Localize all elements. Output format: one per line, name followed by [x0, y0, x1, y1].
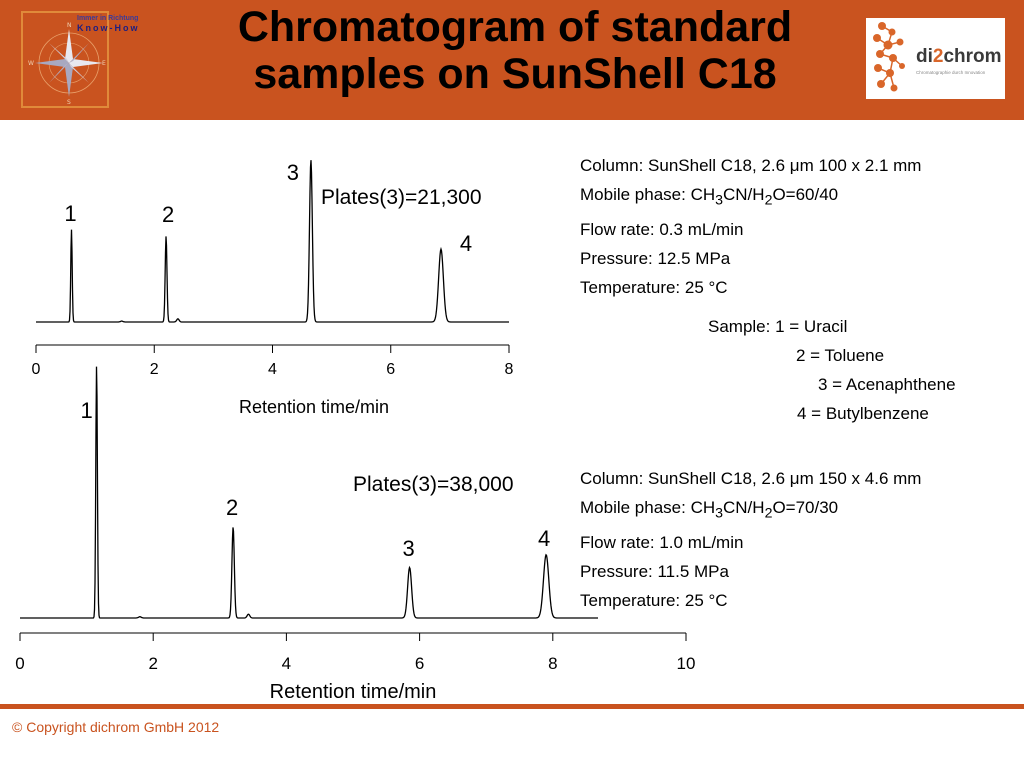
header-bar: N S W E Immer in Richtung Know-How Chrom… [0, 0, 1024, 120]
page-title: Chromatogram of standard samples on SunS… [170, 4, 860, 98]
flow-rate-2: Flow rate: 1.0 mL/min [580, 533, 744, 553]
svg-text:N: N [67, 22, 72, 29]
svg-text:S: S [67, 99, 71, 106]
plates-label-2: Plates(3)=38,000 [353, 473, 514, 496]
x-tick-label-2: 0 [15, 654, 24, 673]
x-tick-label-1: 8 [505, 361, 514, 378]
column-spec-1: Column: SunShell C18, 2.6 μm 100 x 2.1 m… [580, 156, 922, 175]
chromatogram-trace-1 [36, 160, 509, 323]
sample-line-1: Sample: 1 = Uracil [708, 317, 848, 336]
pressure-1: Pressure: 12.5 MPa [580, 249, 731, 269]
mobile-phase-1: Mobile phase: CH3CN/H2O=60/40 [580, 185, 839, 209]
dichrom-logo: di2chrom Chromatographie durch Innovatio… [866, 18, 1005, 99]
column-spec-2: Column: SunShell C18, 2.6 μm 150 x 4.6 m… [580, 469, 922, 488]
logo-caption-1: Immer in Richtung [77, 15, 139, 22]
x-axis-label-1: Retention time/min [239, 397, 389, 417]
logo-tagline: Chromatographie durch Innovation [916, 70, 986, 75]
sample-line-2: 2 = Toluene [796, 346, 885, 365]
pressure-2: Pressure: 11.5 MPa [580, 562, 729, 582]
x-axis-label-2: Retention time/min [270, 681, 437, 700]
peak-label-1-4: 4 [460, 231, 472, 256]
sample-line-3: 3 = Acenaphthene [818, 375, 956, 394]
chromatogram-trace-2 [20, 366, 598, 619]
x-tick-label-1: 4 [268, 361, 277, 378]
copyright-text: © Copyright dichrom GmbH 2012 [12, 719, 220, 735]
logo-caption-2: Know-How [77, 23, 140, 33]
x-tick-label-1: 2 [150, 361, 159, 378]
x-tick-label-2: 2 [148, 654, 157, 673]
molecule-icon [873, 22, 905, 92]
conditions-1: Column: SunShell C18, 2.6 μm 100 x 2.1 m… [580, 151, 921, 302]
footer-divider [0, 704, 1024, 709]
peak-label-2-2: 2 [226, 495, 238, 520]
x-tick-label-2: 8 [548, 654, 557, 673]
peak-label-2-3: 3 [402, 536, 414, 561]
x-tick-label-1: 0 [32, 361, 41, 378]
title-line-2: samples on SunShell C18 [253, 50, 777, 98]
compass-rose-icon: N S W E [28, 22, 106, 106]
plates-label-1: Plates(3)=21,300 [321, 186, 482, 209]
x-tick-label-2: 4 [282, 654, 291, 673]
compass-logo: N S W E Immer in Richtung Know-How [21, 11, 138, 108]
conditions-2: Column: SunShell C18, 2.6 μm 150 x 4.6 m… [580, 464, 921, 615]
peak-label-1-2: 2 [162, 202, 174, 227]
x-tick-label-1: 6 [386, 361, 395, 378]
peak-label-1-3: 3 [287, 160, 299, 185]
peak-label-1-1: 1 [64, 201, 76, 226]
flow-rate-1: Flow rate: 0.3 mL/min [580, 220, 744, 240]
peak-label-2-4: 4 [538, 526, 550, 551]
x-tick-label-2: 6 [415, 654, 424, 673]
temperature-2: Temperature: 25 °C [580, 591, 728, 611]
mobile-phase-2: Mobile phase: CH3CN/H2O=70/30 [580, 498, 839, 522]
sample-line-4: 4 = Butylbenzene [797, 404, 929, 423]
title-line-1: Chromatogram of standard [237, 3, 793, 51]
svg-text:E: E [102, 60, 106, 67]
temperature-1: Temperature: 25 °C [580, 278, 728, 298]
chromatograms: 0 2 4 6 8 Retention time/min Plates(3)=21,300 1… [15, 160, 696, 700]
peak-label-2-1: 1 [80, 398, 92, 423]
logo-brand: di2chrom [916, 46, 1002, 67]
x-tick-label-2: 10 [677, 654, 696, 673]
svg-text:W: W [28, 60, 34, 67]
